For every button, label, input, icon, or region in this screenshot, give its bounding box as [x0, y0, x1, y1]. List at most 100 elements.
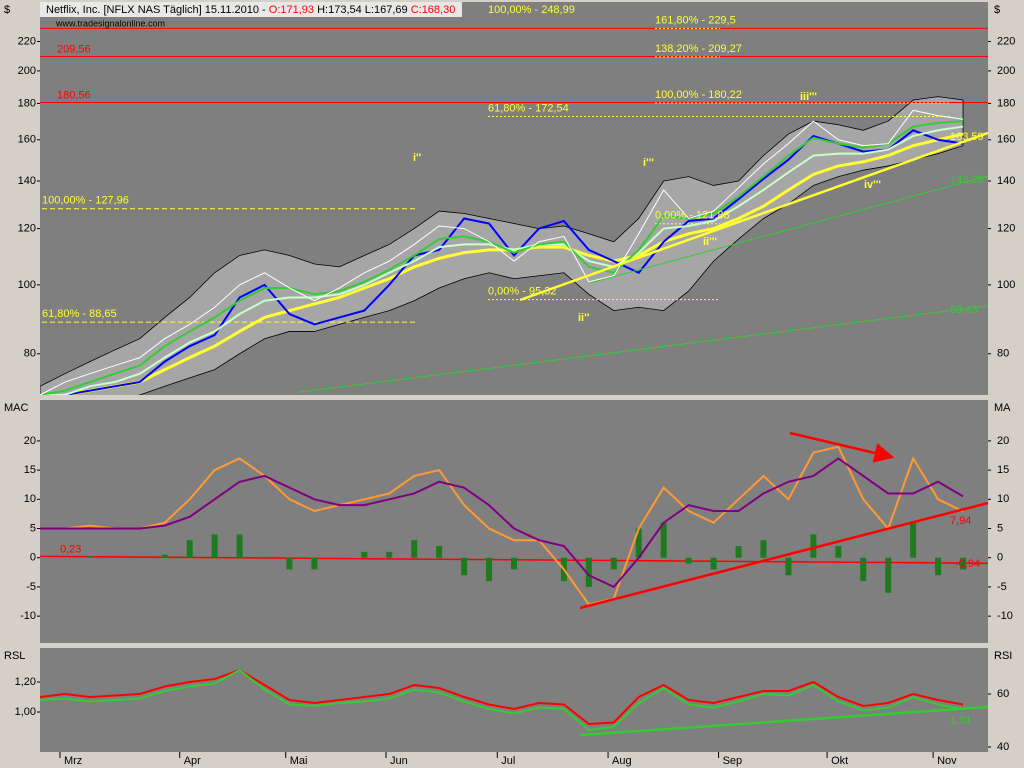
- plot-area: [40, 445, 988, 606]
- y-tick-label: 200: [18, 65, 36, 77]
- histogram-bar: [411, 540, 418, 558]
- trend-label: 7,94: [950, 515, 971, 527]
- fib-label: 100,00% - 127,96: [42, 195, 129, 207]
- trend-label: 163,59: [950, 131, 984, 143]
- header-title: Netflix, Inc. [NFLX NAS Täglich] 15.11.2…: [46, 4, 455, 16]
- series-line: [40, 668, 964, 725]
- fib-label: 161,80% - 229,5: [655, 14, 736, 26]
- series-line: [40, 457, 964, 589]
- histogram-bar: [585, 557, 592, 587]
- wave-label: ii'': [578, 312, 590, 324]
- x-tick-label: Apr: [184, 755, 201, 767]
- histogram-bar: [511, 557, 517, 570]
- histogram-bar: [685, 557, 692, 564]
- plot-area: [40, 668, 964, 732]
- histogram-bar: [186, 540, 193, 558]
- y2-tick-label: -5: [997, 581, 1007, 593]
- wave-label: iii''': [800, 91, 817, 103]
- fib-label: 138,20% - 209,27: [655, 43, 742, 55]
- trendline: [299, 305, 988, 393]
- y2-tick-label: 20: [997, 435, 1009, 447]
- histogram-bar: [910, 522, 917, 558]
- series-line: [40, 445, 964, 606]
- header-box: [40, 2, 462, 17]
- histogram-bar: [436, 546, 443, 558]
- level-label: 180,56: [57, 89, 91, 101]
- y-tick-label: 0: [30, 552, 36, 564]
- histogram-bar: [86, 555, 93, 558]
- fib-label: 61,80% - 172,54: [488, 102, 569, 114]
- wave-label: ii''': [703, 236, 717, 248]
- histogram-bar: [386, 551, 393, 558]
- y2-tick-label: 15: [997, 464, 1009, 476]
- macd-trendline: [579, 501, 989, 610]
- trendline: [519, 131, 988, 302]
- histogram-bar: [885, 557, 892, 593]
- macd-arrow: [789, 431, 895, 463]
- y2-tick-label: 160: [997, 134, 1015, 146]
- x-tick-label: Mai: [290, 755, 308, 767]
- y-tick-label: 100: [18, 279, 36, 291]
- x-tick-label: Mrz: [64, 755, 82, 767]
- y-axis-label: RSL: [4, 650, 25, 662]
- histogram-bar: [286, 557, 293, 570]
- series-line: [56, 132, 964, 395]
- fib-label: 0,00% - 95,32: [488, 286, 557, 298]
- histogram-bar: [735, 546, 742, 558]
- y-tick-label: 10: [24, 493, 36, 505]
- wave-label: i'': [413, 152, 422, 164]
- series-line: [40, 668, 964, 732]
- y-tick-label: -10: [20, 610, 36, 622]
- trendline: [589, 175, 988, 284]
- histogram-bar: [486, 557, 493, 582]
- title: Netflix, Inc. [NFLX NAS Täglich] 15.11.2…: [46, 4, 266, 16]
- trend-label: 93,43: [950, 304, 978, 316]
- y2-tick-label: 220: [997, 35, 1015, 47]
- y-tick-label: 140: [18, 175, 36, 187]
- histogram-bar: [311, 557, 318, 570]
- bollinger-band: [40, 96, 964, 395]
- x-tick-label: Aug: [612, 755, 632, 767]
- y2-tick-label: 10: [997, 493, 1009, 505]
- histogram-bar: [635, 528, 642, 558]
- close: C:168,30: [411, 4, 456, 16]
- y-tick-label: 80: [24, 348, 36, 360]
- y-tick-label: 20: [24, 435, 36, 447]
- level-label: 209,56: [57, 43, 91, 55]
- x-tick-label: Jun: [390, 755, 408, 767]
- fib-label: 0,00% - 121,88: [655, 210, 730, 222]
- y2-tick-label: 140: [997, 175, 1015, 187]
- series-line: [40, 109, 964, 395]
- source: www.tradesignalonline.com: [55, 18, 165, 28]
- fib-label: 61,80% - 88,65: [42, 308, 117, 320]
- histogram-bar: [461, 557, 468, 576]
- y-axis-label: $: [4, 4, 10, 16]
- rsl-panel: [40, 648, 988, 752]
- x-tick-label: Okt: [831, 755, 848, 767]
- histogram-bar: [660, 522, 667, 558]
- y2-tick-label: 0: [997, 552, 1003, 564]
- y2-tick-label: 80: [997, 348, 1009, 360]
- histogram-bar: [236, 534, 243, 558]
- plot-area: [40, 27, 988, 395]
- histogram-bar: [211, 534, 218, 558]
- macd-panel: [40, 400, 988, 643]
- y-tick-label: 15: [24, 464, 36, 476]
- high-low: H:173,54 L:167,69: [317, 4, 408, 16]
- trend-label: 1,01: [950, 714, 971, 726]
- x-tick-label: Sep: [723, 755, 743, 767]
- level-label: -0,94: [955, 558, 980, 570]
- open: O:171,93: [269, 4, 314, 16]
- y-tick-label: 220: [18, 35, 36, 47]
- x-tick-label: Jul: [501, 755, 515, 767]
- y2-tick-label: -10: [997, 610, 1013, 622]
- y-tick-label: 5: [30, 522, 36, 534]
- y2-tick-label: 60: [997, 688, 1009, 700]
- y-tick-label: 120: [18, 223, 36, 235]
- trend-label: 142,28: [950, 174, 984, 186]
- histogram-bar: [960, 557, 967, 570]
- y-tick-label: -5: [26, 581, 36, 593]
- y2-axis-label: RSI: [994, 650, 1012, 662]
- wave-label: i''': [643, 157, 654, 169]
